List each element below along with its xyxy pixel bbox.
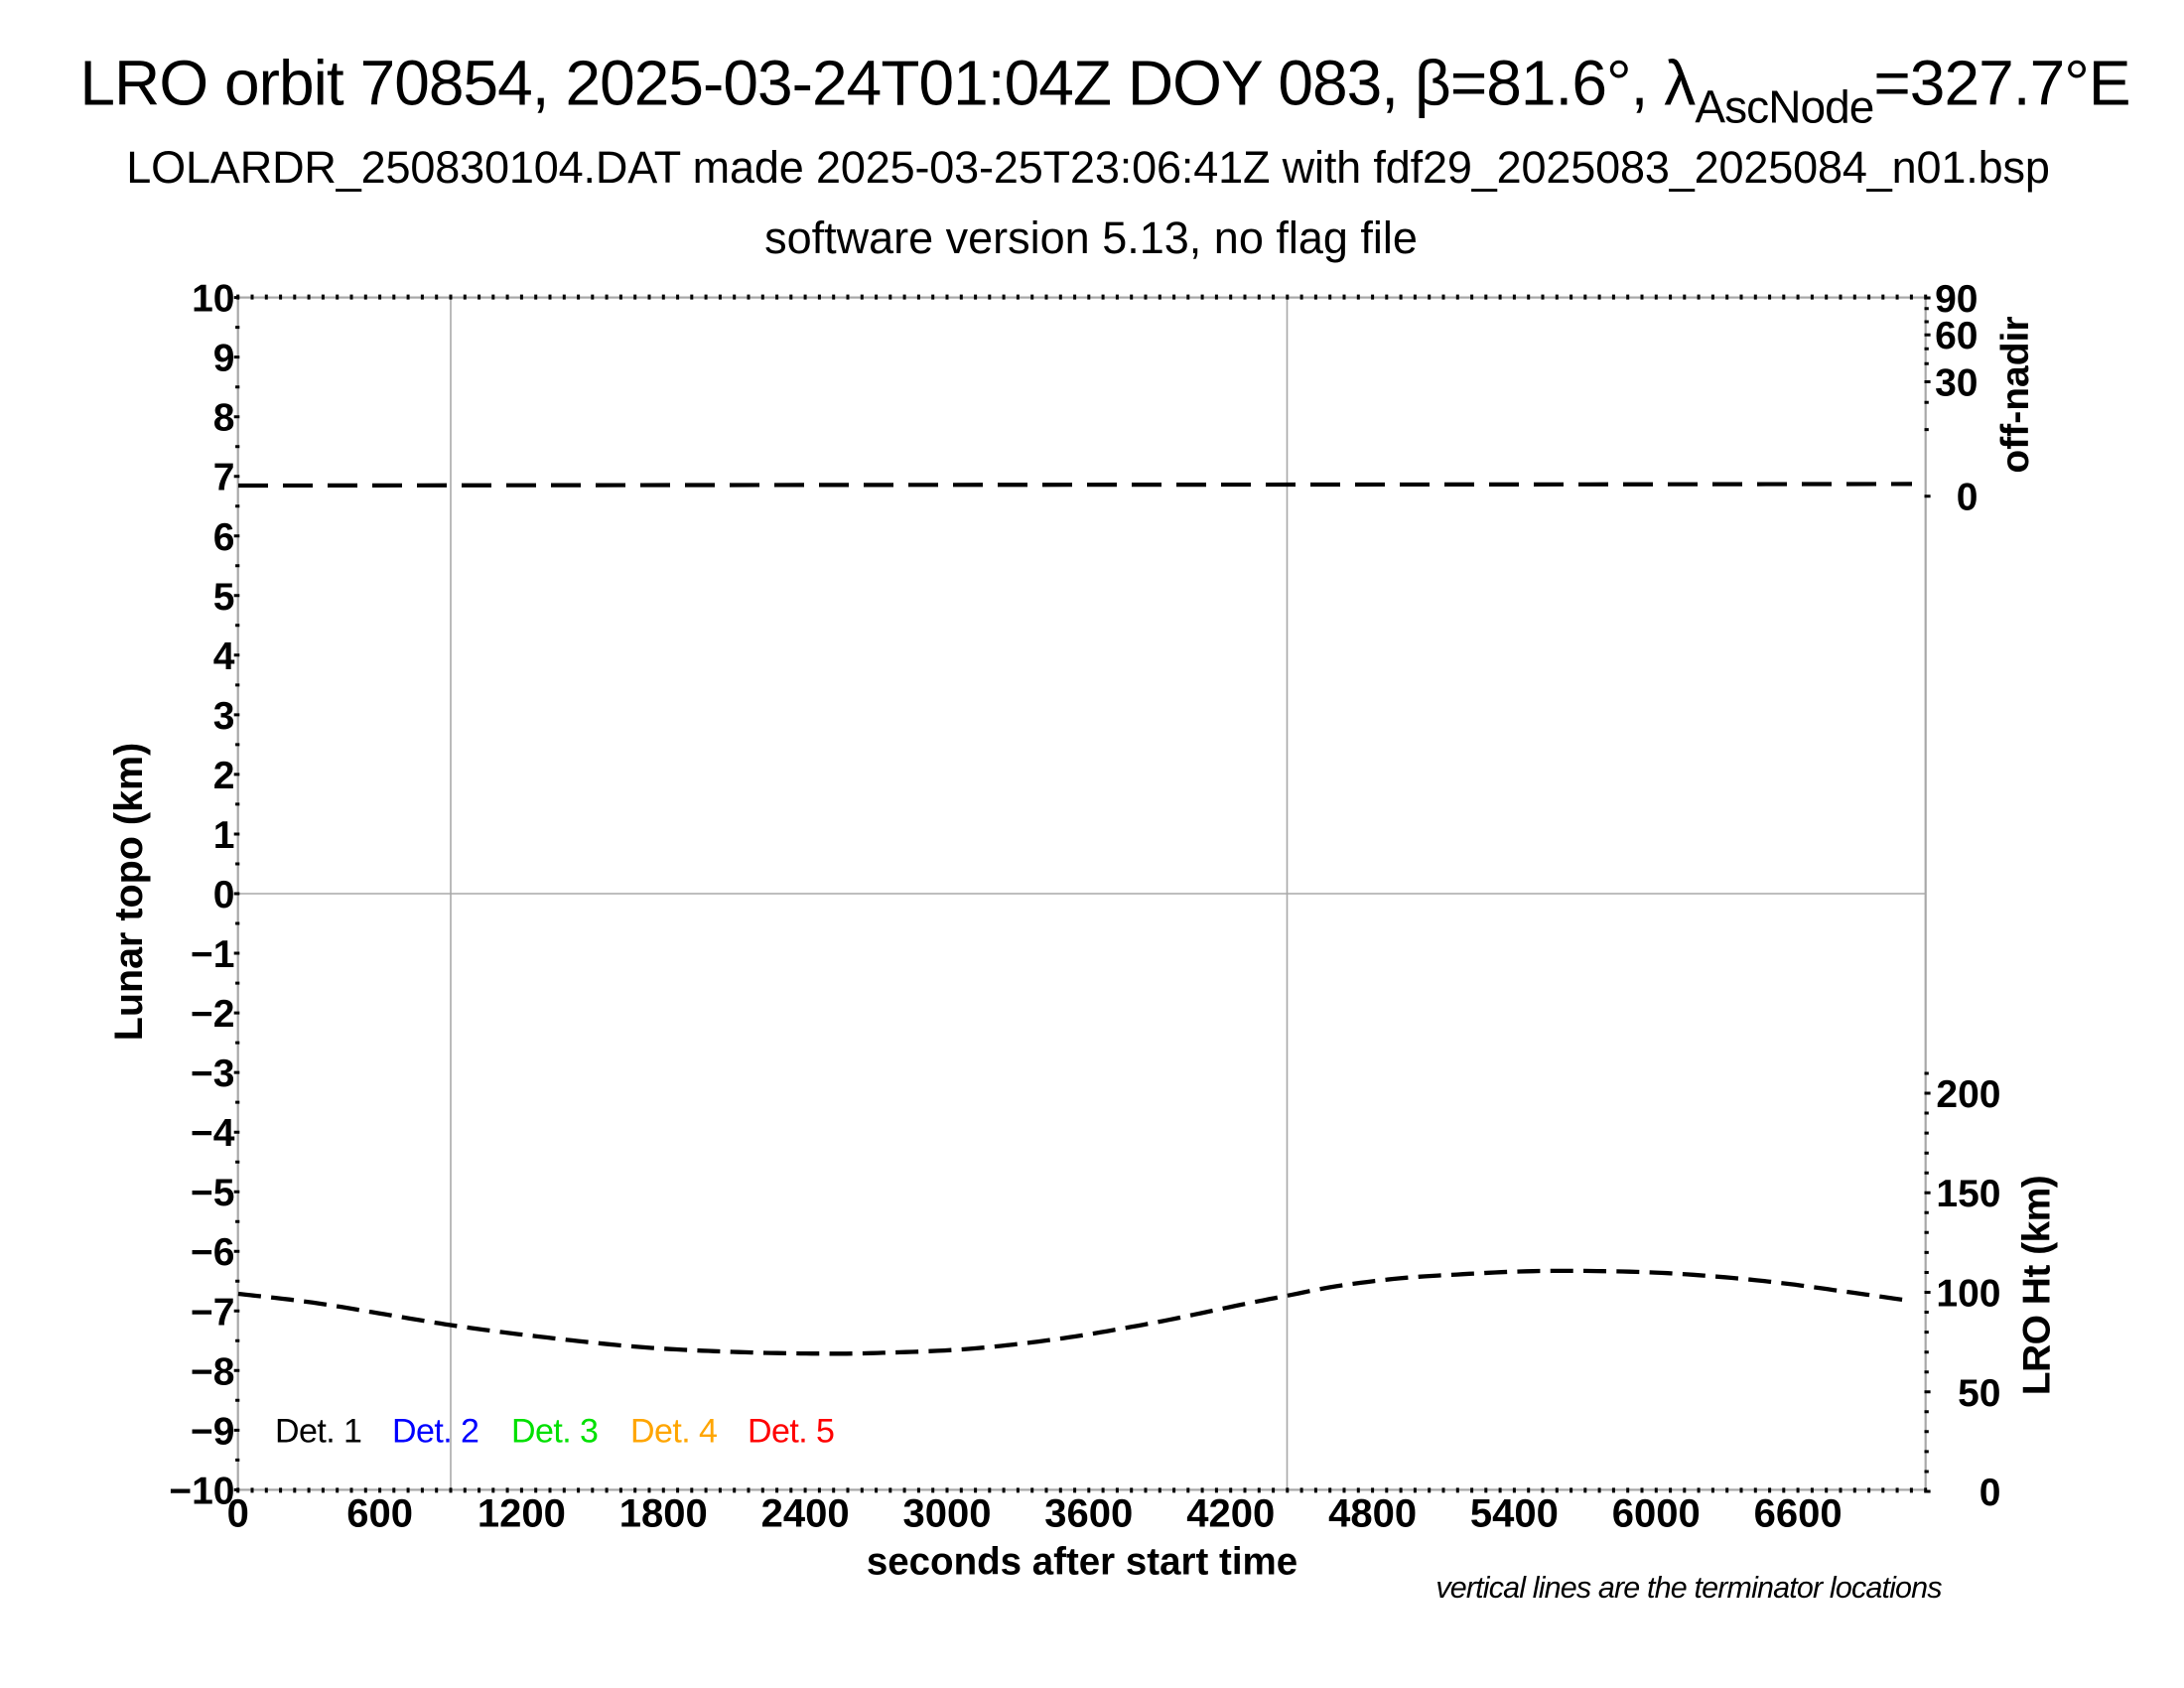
svg-text:−6: −6: [191, 1231, 234, 1274]
svg-text:3: 3: [213, 695, 235, 738]
svg-text:100: 100: [1936, 1273, 2000, 1316]
svg-text:60: 60: [1935, 315, 1978, 357]
svg-text:Det. 3: Det. 3: [511, 1413, 598, 1451]
svg-text:Det. 5: Det. 5: [748, 1413, 834, 1451]
svg-text:2: 2: [213, 755, 235, 797]
svg-text:software version 5.13, no flag: software version 5.13, no flag file: [764, 212, 1418, 263]
svg-text:1200: 1200: [478, 1492, 566, 1536]
svg-text:−2: −2: [191, 993, 234, 1036]
svg-text:vertical lines are the termina: vertical lines are the terminator locati…: [1435, 1571, 1942, 1605]
svg-text:0: 0: [227, 1492, 249, 1536]
svg-text:200: 200: [1936, 1073, 2000, 1116]
svg-text:−9: −9: [191, 1410, 234, 1453]
svg-text:5: 5: [213, 576, 235, 619]
svg-text:off-nadir: off-nadir: [1994, 316, 2037, 473]
svg-text:4: 4: [213, 635, 235, 678]
svg-text:Det. 2: Det. 2: [392, 1413, 478, 1451]
svg-text:600: 600: [346, 1492, 413, 1536]
svg-text:−4: −4: [191, 1112, 235, 1155]
svg-text:3000: 3000: [903, 1492, 992, 1536]
svg-text:6600: 6600: [1754, 1492, 1843, 1536]
svg-text:−7: −7: [191, 1291, 234, 1334]
svg-text:6: 6: [213, 516, 235, 559]
svg-text:5400: 5400: [1470, 1492, 1559, 1536]
svg-text:Det. 1: Det. 1: [275, 1413, 361, 1451]
svg-text:0: 0: [213, 874, 235, 916]
svg-text:Lunar topo (km): Lunar topo (km): [107, 743, 151, 1042]
svg-text:4800: 4800: [1328, 1492, 1417, 1536]
svg-text:2400: 2400: [761, 1492, 850, 1536]
svg-text:3600: 3600: [1044, 1492, 1133, 1536]
svg-text:6000: 6000: [1612, 1492, 1701, 1536]
svg-text:4200: 4200: [1186, 1492, 1275, 1536]
svg-text:50: 50: [1958, 1372, 2000, 1415]
svg-text:0: 0: [1979, 1472, 2001, 1514]
svg-text:150: 150: [1936, 1173, 2000, 1215]
svg-text:LRO Ht (km): LRO Ht (km): [2016, 1176, 2059, 1395]
svg-text:1: 1: [213, 814, 235, 857]
svg-text:90: 90: [1935, 278, 1978, 321]
svg-text:−8: −8: [191, 1350, 234, 1393]
svg-text:Det. 4: Det. 4: [630, 1413, 717, 1451]
svg-text:9: 9: [213, 338, 235, 380]
svg-text:seconds after start time: seconds after start time: [867, 1541, 1297, 1584]
svg-text:LRO orbit 70854, 2025-03-24T01: LRO orbit 70854, 2025-03-24T01:04Z DOY 0…: [79, 48, 2129, 133]
svg-text:0: 0: [1957, 477, 1979, 519]
svg-text:LOLARDR_250830104.DAT made 202: LOLARDR_250830104.DAT made 2025-03-25T23…: [126, 142, 2050, 193]
svg-text:7: 7: [213, 457, 235, 499]
svg-text:−10: −10: [169, 1470, 234, 1512]
svg-text:−5: −5: [191, 1172, 234, 1214]
svg-text:−1: −1: [191, 933, 234, 976]
svg-text:8: 8: [213, 397, 235, 440]
svg-text:30: 30: [1935, 362, 1978, 405]
svg-text:1800: 1800: [619, 1492, 708, 1536]
svg-text:−3: −3: [191, 1053, 234, 1095]
svg-text:10: 10: [192, 278, 234, 321]
